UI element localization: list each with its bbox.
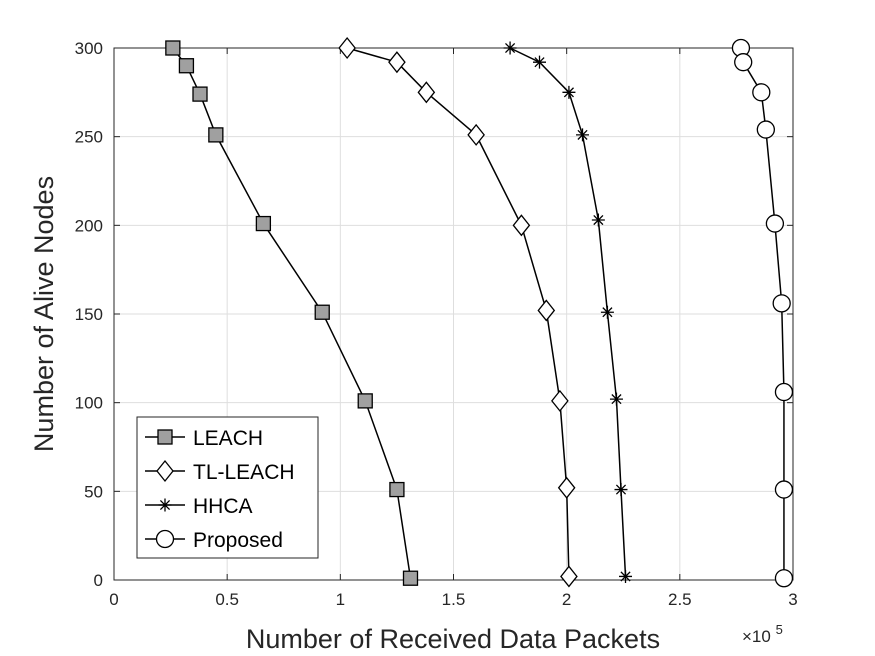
data-point-leach [165, 40, 181, 56]
data-point-hhca [600, 305, 614, 319]
data-point-proposed [774, 569, 794, 588]
y-tick-label: 150 [75, 305, 103, 324]
legend-label: HHCA [193, 495, 253, 518]
data-point-leach [255, 215, 272, 232]
data-point-tl-leach [467, 123, 485, 146]
legend-label: TL-LEACH [193, 461, 295, 484]
legend-marker [156, 459, 174, 483]
data-point-hhca [562, 85, 576, 99]
y-tick-label: 200 [75, 216, 103, 235]
x-tick-label: 0.5 [215, 590, 239, 609]
data-point-hhca [591, 213, 605, 227]
data-point-proposed [734, 53, 753, 72]
ticks: 0 0.5 1 1.5 2 2.5 3 0 50 100 150 200 250 300 [75, 39, 798, 609]
y-tick-label: 250 [75, 128, 103, 147]
data-point-proposed [772, 294, 791, 313]
legend-entry-proposed: Proposed [145, 529, 283, 552]
data-point-proposed [752, 83, 771, 102]
data-point-tl-leach [537, 299, 556, 322]
series-hhca [503, 41, 633, 583]
data-point-proposed [774, 382, 794, 402]
y-tick-label: 50 [84, 482, 103, 501]
data-point-hhca [609, 392, 623, 406]
legend-entry-tl-leach: TL-LEACH [145, 459, 295, 484]
y-tick-label: 100 [75, 394, 103, 413]
data-point-tl-leach [338, 36, 356, 60]
x-axis-exponent: ×10 5 [742, 622, 783, 646]
data-point-hhca [619, 569, 633, 583]
series-tl-leach [338, 36, 578, 588]
legend: LEACH TL-LEACH HHCA Proposed [136, 416, 319, 559]
data-point-proposed [765, 214, 785, 233]
x-tick-label: 1.5 [442, 590, 466, 609]
x-axis-exponent-base: ×10 [742, 627, 771, 646]
data-point-leach [208, 127, 224, 143]
data-point-tl-leach [557, 476, 576, 499]
legend-label: Proposed [193, 529, 283, 552]
legend-entry-leach: LEACH [145, 427, 263, 450]
y-tick-label: 300 [75, 39, 103, 58]
data-point-leach [357, 393, 373, 409]
data-point-hhca [576, 128, 590, 142]
data-point-tl-leach [417, 81, 436, 104]
data-point-tl-leach [551, 389, 569, 412]
data-point-leach [178, 58, 195, 74]
data-point-tl-leach [560, 565, 578, 588]
legend-marker [158, 498, 172, 512]
legend-label: LEACH [193, 427, 263, 450]
data-point-hhca [503, 41, 517, 55]
data-point-hhca [614, 483, 628, 497]
legend-marker [157, 429, 173, 445]
legend-marker [155, 529, 175, 549]
legend-entry-hhca: HHCA [145, 495, 253, 518]
x-tick-label: 2 [562, 590, 571, 609]
x-tick-label: 2.5 [668, 590, 692, 609]
y-tick-label: 0 [94, 571, 103, 590]
y-axis-label: Number of Alive Nodes [29, 176, 59, 452]
x-axis-label: Number of Received Data Packets [246, 624, 660, 654]
data-point-proposed [774, 480, 794, 499]
data-point-leach [402, 570, 419, 586]
x-axis-exponent-power: 5 [776, 622, 783, 637]
data-point-tl-leach [388, 51, 406, 74]
data-point-tl-leach [512, 214, 531, 237]
data-point-proposed [756, 120, 775, 139]
x-tick-label: 3 [788, 590, 797, 609]
data-point-leach [314, 304, 330, 320]
x-tick-label: 1 [336, 590, 345, 609]
x-tick-label: 0 [109, 590, 118, 609]
series-proposed [731, 38, 794, 588]
data-point-leach [389, 481, 405, 498]
series-layer [165, 36, 794, 588]
data-point-leach [192, 86, 208, 102]
data-point-hhca [533, 55, 547, 69]
series-leach [165, 40, 419, 586]
